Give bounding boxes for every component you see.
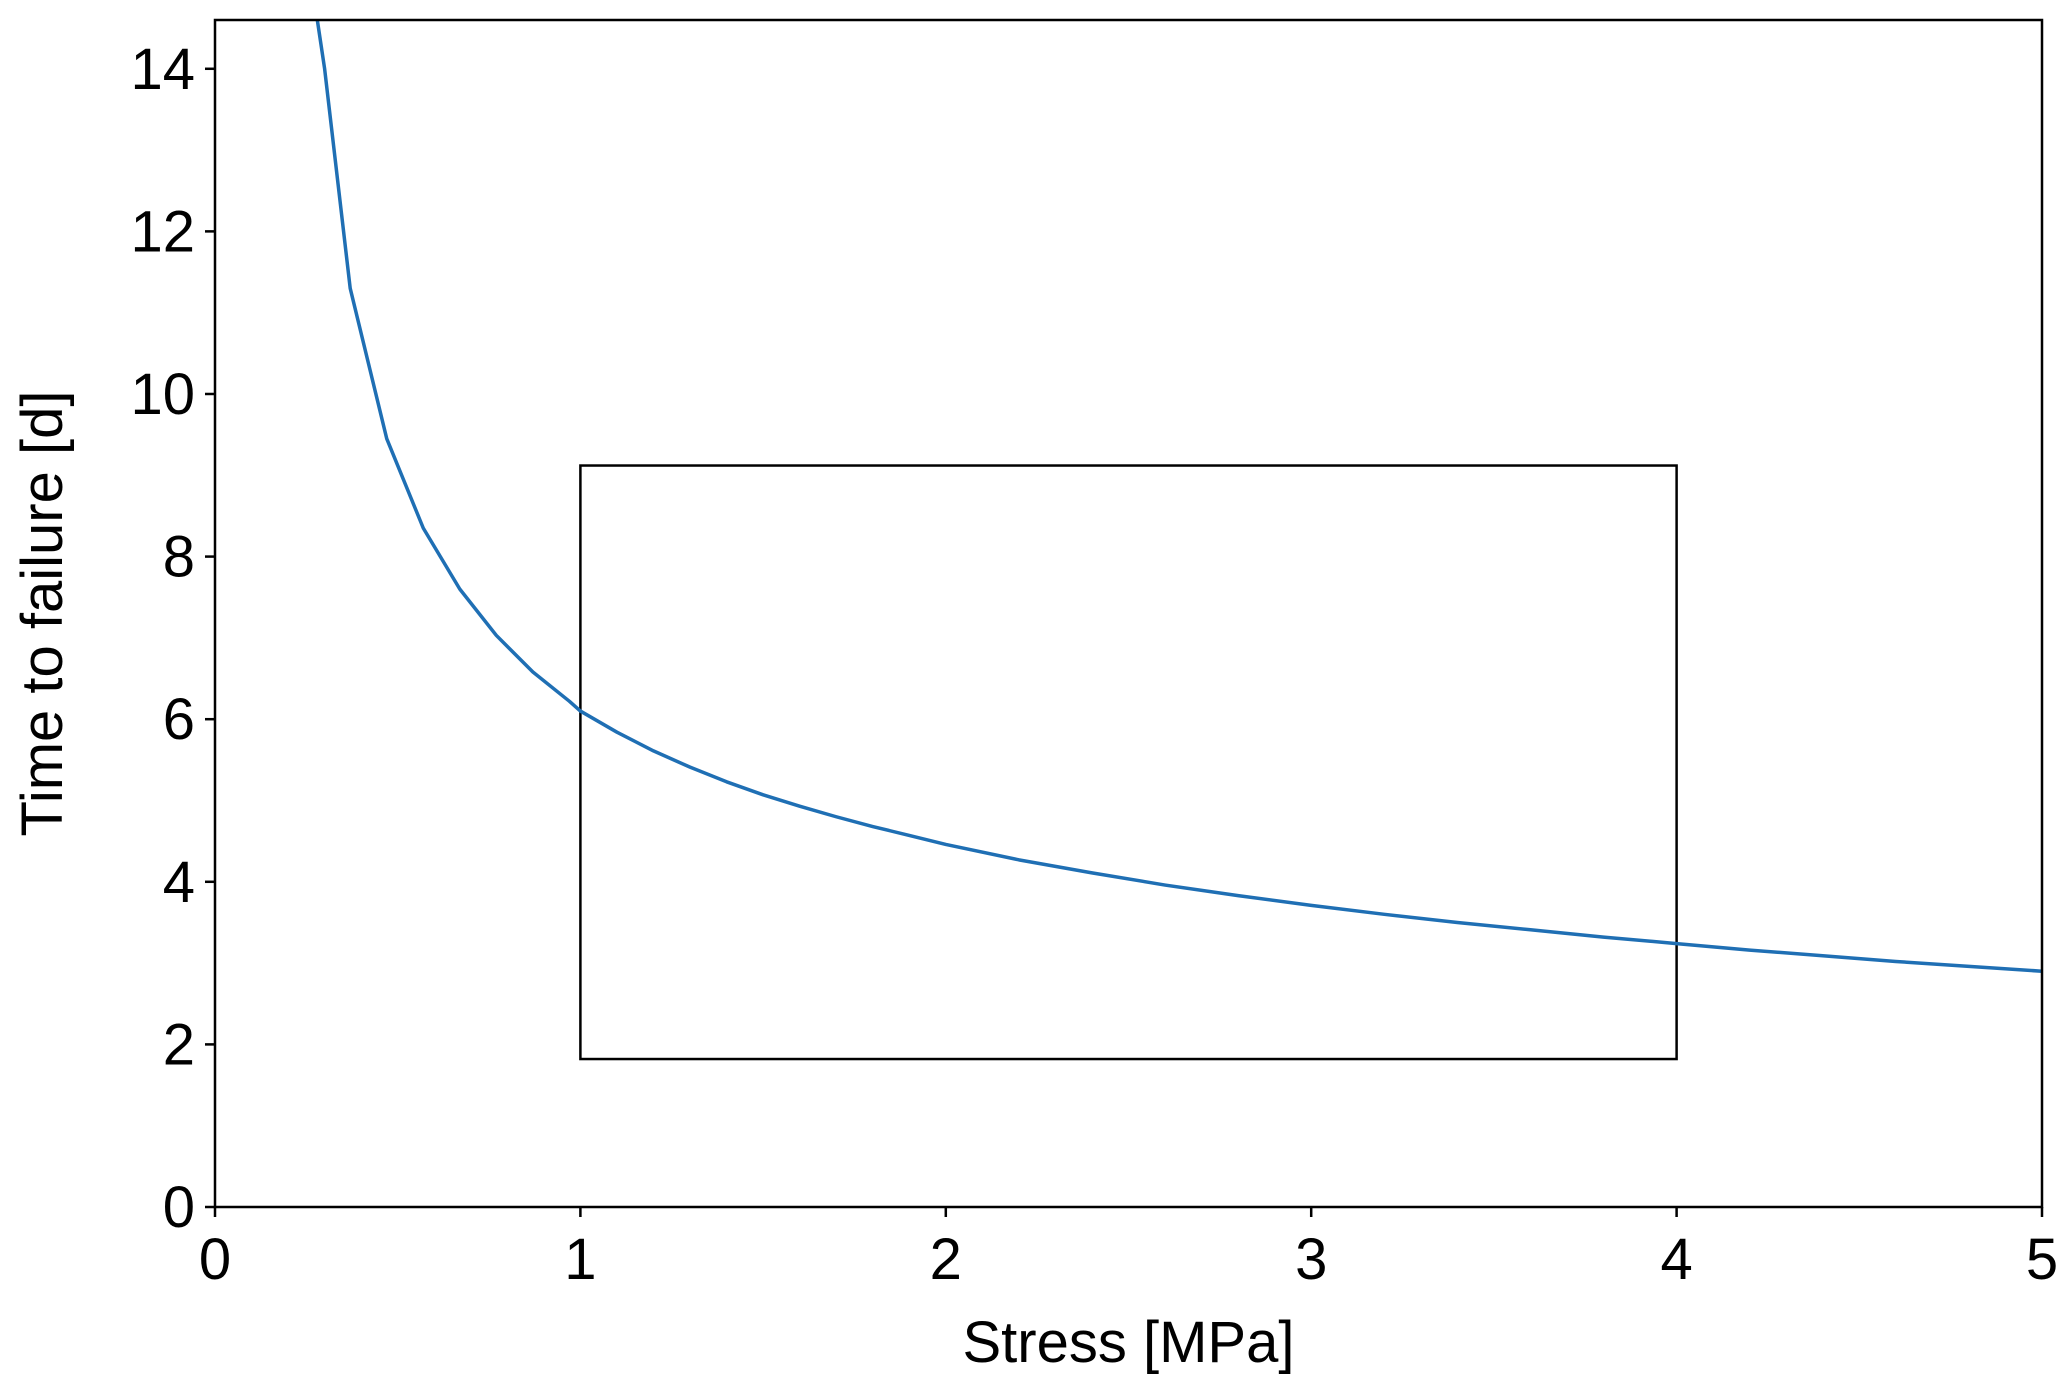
y-tick-label: 6 (163, 687, 195, 752)
x-tick-label: 0 (199, 1227, 231, 1292)
x-axis-title: Stress [MPa] (963, 1310, 1295, 1375)
x-tick-label: 5 (2026, 1227, 2058, 1292)
y-tick-label: 4 (163, 850, 195, 915)
y-tick-label: 12 (130, 199, 195, 264)
annotation-rectangle (579, 464, 1678, 1061)
y-tick-label: 8 (163, 525, 195, 590)
x-tick-label: 3 (1295, 1227, 1327, 1292)
plot-layer (315, 20, 2042, 1061)
x-tick-label: 2 (930, 1227, 962, 1292)
y-tick-label: 2 (163, 1012, 195, 1077)
y-tick-label: 14 (130, 37, 195, 102)
y-axis-title: Time to failure [d] (10, 391, 75, 837)
plot-frame (213, 18, 2044, 1209)
y-tick-label: 10 (130, 362, 195, 427)
y-tick-label: 0 (163, 1175, 195, 1240)
series-line (315, 20, 2042, 973)
x-tick-label: 4 (1660, 1227, 1692, 1292)
x-tick-label: 1 (564, 1227, 596, 1292)
